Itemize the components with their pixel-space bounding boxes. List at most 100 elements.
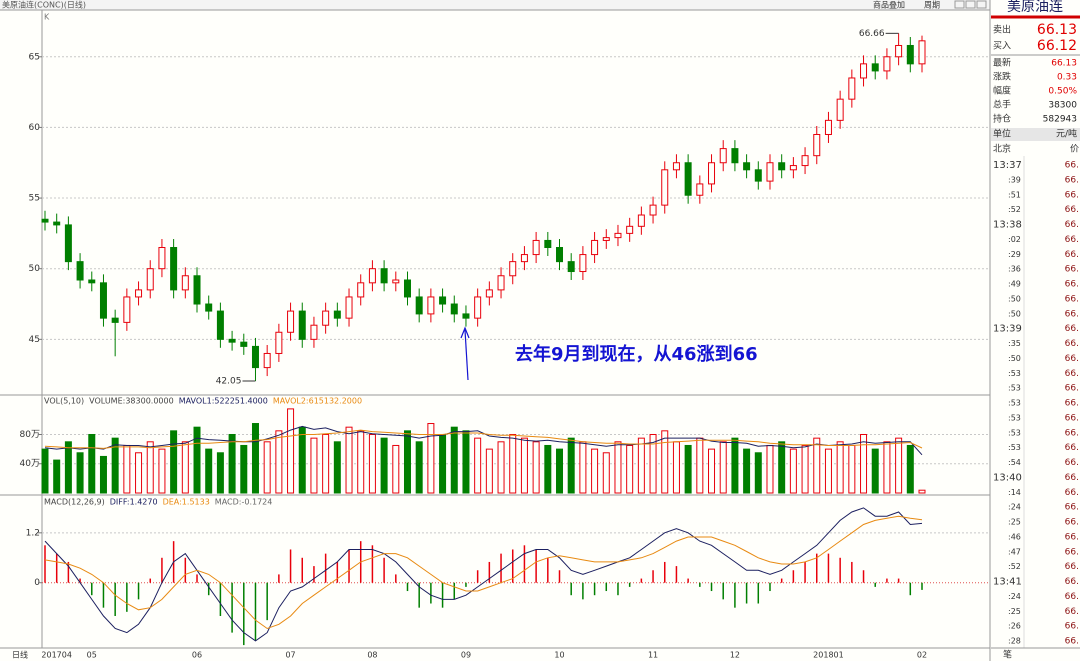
- trade-price: 66.: [1065, 622, 1079, 632]
- quote-value: 0.33: [1057, 73, 1077, 83]
- volume-bar: [41, 448, 49, 494]
- volume-bar: [848, 444, 856, 494]
- volume-bar: [836, 441, 844, 494]
- trade-time: 13:41: [993, 577, 1022, 588]
- indicator-line: [44, 429, 923, 449]
- quote-label: 涨跌: [993, 72, 1011, 83]
- x-tick-label: 06: [192, 651, 202, 660]
- candle-body: [684, 162, 692, 196]
- volume-bar: [637, 437, 645, 494]
- candle-body: [287, 310, 295, 333]
- candle-body: [485, 289, 493, 298]
- trade-time: 13:37: [993, 160, 1022, 171]
- trade-time: :51: [1008, 190, 1021, 199]
- trade-price: 66.: [1065, 309, 1079, 319]
- volume-bar: [895, 437, 903, 494]
- trade-price: 66.: [1065, 384, 1079, 394]
- candle-body: [439, 296, 447, 305]
- volume-bar: [310, 437, 318, 494]
- y-tick-label: 65: [29, 52, 40, 62]
- quote-label: 持仓: [993, 113, 1011, 125]
- trade-time: :36: [1008, 265, 1021, 274]
- indicator-label: VOL(5,10): [44, 397, 84, 406]
- candle-body: [415, 296, 423, 315]
- volume-bar: [684, 444, 692, 494]
- y-tick-label: 50: [29, 264, 41, 274]
- volume-bar: [567, 437, 575, 494]
- trade-time: :28: [1008, 637, 1021, 646]
- trade-price: 66.: [1065, 205, 1079, 215]
- indicator-label: VOLUME:38300.0000: [89, 397, 174, 406]
- trade-price: 66.: [1065, 428, 1079, 438]
- quote-value: 66.12: [1037, 38, 1077, 54]
- annotation-arrow: [460, 326, 470, 381]
- volume-bar: [579, 441, 587, 494]
- overlay-button[interactable]: 商品叠加: [873, 0, 905, 10]
- trade-time: 13:38: [993, 220, 1022, 231]
- detail-tab[interactable]: 笔: [1003, 649, 1012, 661]
- trade-time: :54: [1008, 458, 1021, 467]
- max-label: 66.66: [859, 29, 885, 39]
- trade-price: 66.: [1065, 161, 1079, 171]
- candle-body: [403, 279, 411, 298]
- volume-bar: [392, 444, 400, 494]
- candle-body: [205, 303, 213, 312]
- quote-label: 总手: [993, 99, 1011, 111]
- candle-body: [76, 261, 84, 281]
- candle-body: [754, 169, 762, 182]
- trade-time: :52: [1008, 562, 1021, 571]
- trade-header: 北京: [993, 143, 1011, 155]
- candle-body: [661, 169, 669, 206]
- candle-body: [345, 296, 353, 319]
- volume-bar: [591, 448, 599, 494]
- candle-body: [614, 232, 622, 239]
- period-button[interactable]: 周期: [924, 1, 940, 10]
- volume-bar: [509, 433, 517, 494]
- candle-body: [368, 268, 376, 284]
- candle-body: [123, 296, 131, 323]
- candle-body: [427, 296, 435, 315]
- candle-body: [848, 77, 856, 100]
- volume-bar: [251, 423, 259, 494]
- y-tick-label: 55: [29, 194, 40, 204]
- volume-bar: [368, 433, 376, 494]
- candle-body: [731, 148, 739, 164]
- candle-body: [509, 261, 517, 277]
- candle-body: [135, 289, 143, 298]
- candle-body: [53, 221, 61, 226]
- volume-bar: [64, 441, 72, 494]
- quote-value: 0.50%: [1048, 87, 1077, 97]
- x-tick-label: 11: [648, 651, 658, 660]
- candle-body: [64, 224, 72, 263]
- candle-body: [298, 310, 306, 340]
- y-tick-label: 1.2: [26, 528, 40, 538]
- candle-body: [251, 345, 259, 369]
- candle-body: [240, 341, 248, 347]
- volume-bar: [766, 444, 774, 494]
- volume-bar: [731, 437, 739, 494]
- candle-body: [170, 247, 178, 291]
- window-button[interactable]: [954, 0, 965, 9]
- trade-time: 13:39: [993, 324, 1022, 335]
- candle-body: [333, 310, 341, 319]
- candle-body: [41, 218, 49, 223]
- y-tick-label: 80万: [20, 430, 40, 440]
- volume-bar: [462, 430, 470, 494]
- trade-price: 66.: [1065, 413, 1079, 423]
- candle-body: [895, 44, 903, 58]
- volume-bar: [918, 489, 926, 494]
- candle-body: [637, 214, 645, 227]
- window-button[interactable]: [976, 0, 987, 9]
- candle-body: [871, 63, 879, 72]
- trade-price: 66.: [1065, 473, 1079, 483]
- window-button[interactable]: [965, 0, 976, 9]
- volume-bar: [205, 448, 213, 494]
- volume-bar: [614, 441, 622, 494]
- trade-price: 66.: [1065, 637, 1079, 647]
- candle-body: [672, 162, 680, 171]
- volume-bar: [661, 430, 669, 494]
- candle-body: [602, 237, 610, 241]
- trade-price: 66.: [1065, 369, 1079, 379]
- unit-row-bg: [991, 128, 1080, 141]
